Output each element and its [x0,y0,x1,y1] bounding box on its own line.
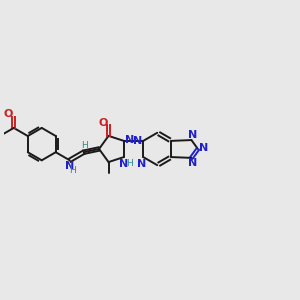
Text: O: O [99,118,108,128]
Text: N: N [124,135,134,145]
Text: N: N [188,158,197,168]
Text: N: N [134,136,142,146]
Text: O: O [4,109,13,119]
Text: N: N [137,159,146,169]
Text: H: H [126,159,133,168]
Text: N: N [199,143,208,153]
Text: H: H [69,166,76,175]
Text: H: H [81,141,88,150]
Text: N: N [65,160,74,171]
Text: N: N [119,158,128,169]
Text: N: N [188,130,197,140]
